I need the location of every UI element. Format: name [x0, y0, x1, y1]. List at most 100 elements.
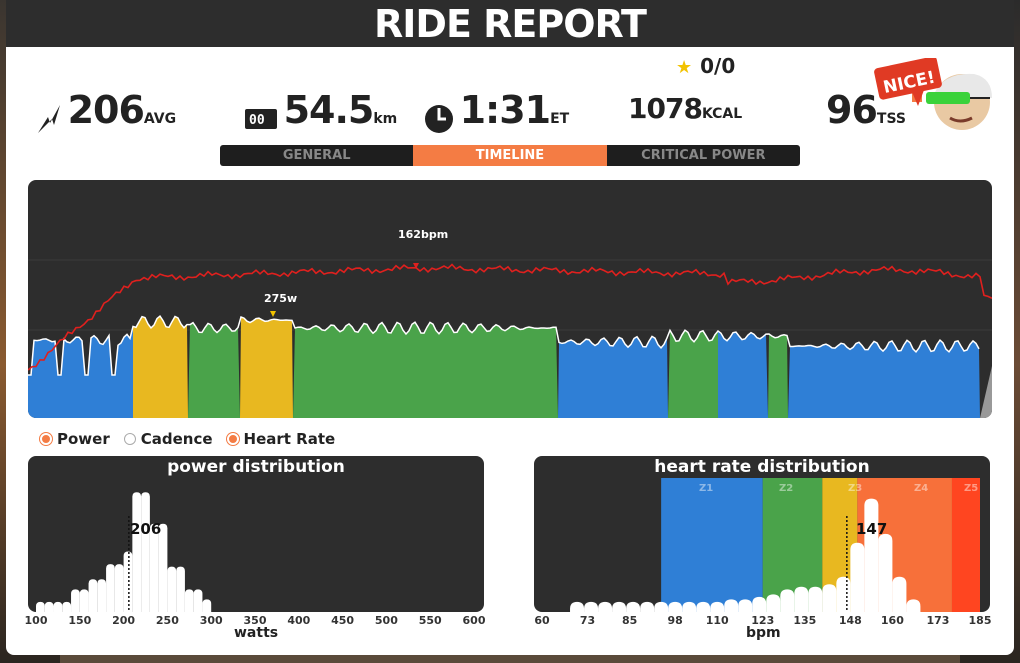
power-distribution-svg [36, 492, 212, 612]
hr-axis-ticks: 60 73 85 98 110 123 135 148 160 173 185 [534, 614, 992, 628]
axis-tick-label: 200 [112, 614, 136, 627]
power-peak-marker [270, 311, 276, 317]
stat-distance: 00 54.5km [244, 88, 397, 132]
star-icon: ★ [676, 57, 693, 78]
axis-tick-label: 135 [793, 614, 817, 627]
histogram-bar [836, 576, 851, 612]
axis-tick-label: 600 [462, 614, 486, 627]
axis-tick-label: 500 [374, 614, 398, 627]
timeline-legend: Power Cadence Heart Rate [40, 430, 335, 448]
legend-heart-rate-label: Heart Rate [243, 430, 336, 448]
stat-time-value: 1:31 [459, 88, 552, 132]
histogram-bar [682, 601, 697, 612]
legend-power-toggle[interactable] [40, 433, 52, 445]
hr-zone-z5 [951, 478, 980, 612]
tab-timeline[interactable]: TIMELINE [413, 145, 607, 166]
hr-peak-marker [413, 263, 419, 269]
histogram-bar [738, 599, 753, 612]
histogram-bar [640, 601, 655, 612]
axis-tick-label: 98 [667, 614, 683, 627]
power-zone-area [133, 316, 188, 418]
histogram-bar [822, 584, 837, 612]
legend-power[interactable]: Power [40, 430, 110, 448]
stat-power-value: 206 [67, 88, 145, 132]
stat-power-unit: AVG [143, 111, 177, 127]
histogram-bar [892, 576, 907, 612]
histogram-bar [36, 601, 45, 612]
power-axis-label: watts [234, 625, 279, 641]
odometer-icon: 00 [245, 108, 277, 129]
power-zone-area [668, 330, 718, 418]
tab-general[interactable]: GENERAL [220, 145, 414, 166]
histogram-bar [132, 492, 142, 612]
histogram-bar [626, 601, 641, 612]
histogram-bar [158, 523, 168, 612]
stat-tss: 96TSS ? [826, 88, 922, 132]
nice-badge: NICE! [874, 56, 1000, 144]
histogram-bar [88, 579, 98, 612]
histogram-bar [62, 601, 72, 612]
title-bar: RIDE REPORT [6, 0, 1014, 47]
power-bolt-icon [38, 104, 60, 133]
histogram-bar [114, 564, 124, 612]
stars-count: ★ 0/0 [676, 54, 735, 78]
axis-tick-label: 73 [579, 614, 596, 627]
histogram-bar [184, 589, 194, 612]
power-zone-area [768, 334, 788, 418]
histogram-bar [906, 599, 921, 612]
histogram-bar [193, 589, 203, 612]
histogram-bar [141, 492, 150, 612]
power-zone-area [293, 322, 558, 418]
axis-tick-label: 85 [621, 614, 638, 627]
stat-calories-unit: KCAL [701, 106, 743, 122]
histogram-bar [724, 599, 739, 612]
histogram-bar [44, 601, 54, 612]
zone-label-z1: Z1 [699, 483, 714, 494]
histogram-bar [106, 564, 115, 612]
power-zone-area [980, 366, 992, 418]
stat-power: 206AVG [36, 88, 177, 133]
clock-icon [425, 104, 453, 133]
timeline-svg [28, 259, 992, 418]
power-distribution-title: power distribution [167, 457, 345, 477]
histogram-bar [570, 601, 585, 612]
heart-rate-distribution-chart: heart rate distribution Z1 Z2 Z3 Z4 Z5 1… [534, 456, 990, 612]
axis-tick-label: 150 [68, 614, 92, 627]
histogram-bar [752, 596, 767, 612]
legend-cadence[interactable]: Cadence [123, 430, 213, 448]
axis-tick-label: 160 [880, 614, 904, 627]
histogram-bar [878, 533, 893, 612]
heart-rate-distribution-title: heart rate distribution [654, 457, 870, 477]
tab-critical-power[interactable]: CRITICAL POWER [606, 145, 800, 166]
zone-label-z5: Z5 [964, 483, 979, 494]
axis-tick-label: 148 [838, 614, 862, 627]
axis-tick-label: 60 [534, 614, 550, 627]
stars-value: 0/0 [700, 54, 736, 78]
axis-tick-label: 550 [418, 614, 442, 627]
legend-cadence-toggle[interactable] [123, 433, 136, 445]
hr-axis-label: bpm [746, 625, 781, 641]
timeline-chart[interactable]: 162bpm 275w [28, 180, 992, 418]
histogram-bar [794, 586, 809, 612]
histogram-bar [598, 601, 613, 612]
axis-tick-label: 185 [968, 614, 992, 627]
hr-zone-z1 [661, 478, 763, 612]
hr-peak-label: 162bpm [398, 228, 449, 241]
histogram-bar [79, 589, 89, 612]
heart-rate-distribution-svg [570, 478, 980, 612]
legend-heart-rate[interactable]: Heart Rate [226, 430, 336, 448]
histogram-bar [71, 589, 80, 612]
stat-tss-unit: TSS [876, 111, 906, 127]
axis-tick-label: 110 [705, 614, 729, 627]
axis-tick-label: 350 [243, 614, 267, 627]
histogram-bar [766, 594, 781, 612]
histogram-bar [668, 601, 683, 612]
zone-label-z2: Z2 [779, 483, 794, 494]
svg-text:00: 00 [249, 113, 265, 128]
histogram-bar [202, 599, 212, 612]
power-line [28, 314, 980, 376]
legend-heart-rate-toggle[interactable] [226, 433, 239, 445]
axis-tick-label: 123 [751, 614, 775, 627]
histogram-bar [167, 566, 177, 612]
stat-distance-unit: km [373, 111, 398, 127]
